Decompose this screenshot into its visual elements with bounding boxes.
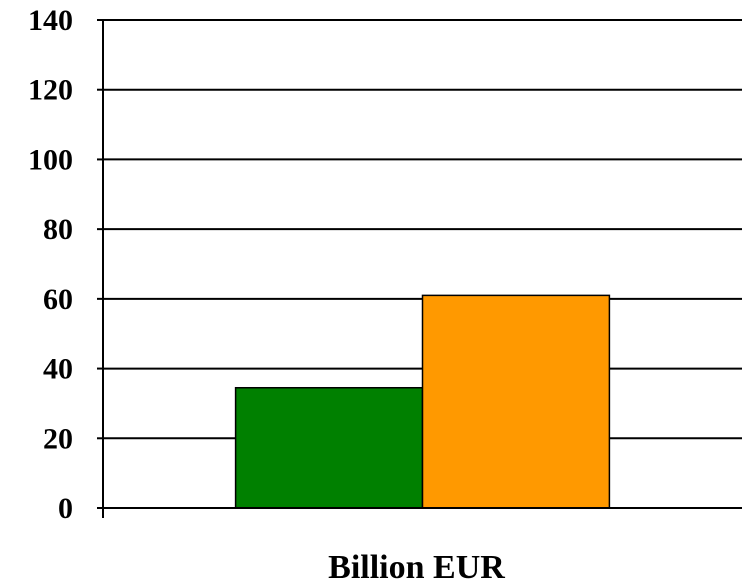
x-axis-title: Billion EUR bbox=[328, 549, 505, 586]
y-tick-label-20: 20 bbox=[43, 422, 73, 455]
axis-layer bbox=[97, 19, 742, 518]
y-tick-label-60: 60 bbox=[43, 283, 73, 316]
bar-series-1 bbox=[234, 386, 424, 509]
y-tick-label-40: 40 bbox=[43, 353, 73, 386]
y-tick-label-140: 140 bbox=[28, 4, 73, 37]
y-tick-label-120: 120 bbox=[28, 74, 73, 107]
y-tick-label-80: 80 bbox=[43, 213, 73, 246]
bar-series-2 bbox=[421, 294, 611, 509]
y-tick-label-100: 100 bbox=[28, 143, 73, 176]
ticks-layer: 0 20 40 60 80 100 120 140 bbox=[28, 4, 73, 525]
bars-layer bbox=[234, 294, 611, 509]
y-tick-label-0: 0 bbox=[58, 492, 73, 525]
